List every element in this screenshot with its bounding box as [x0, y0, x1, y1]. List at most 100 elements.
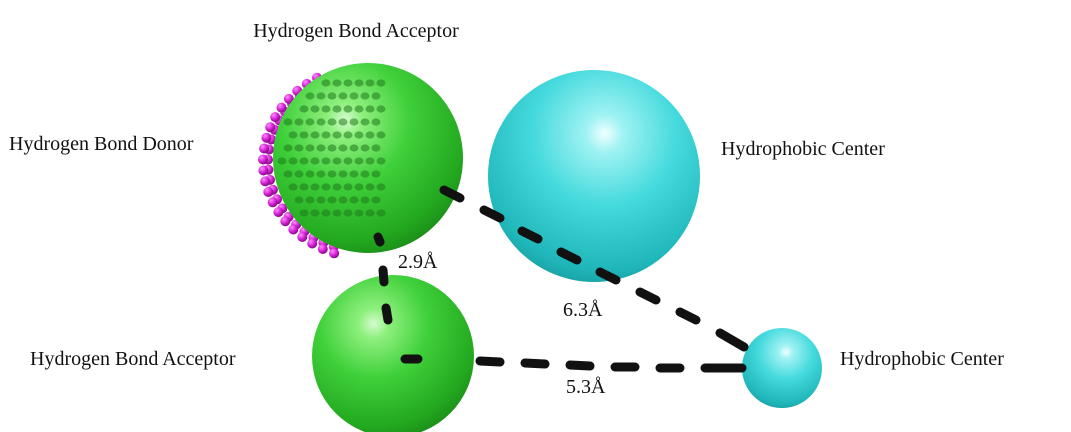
donor-dot — [297, 232, 308, 242]
acceptor-surface-dot — [365, 131, 375, 139]
label-hydrophobic-small: Hydrophobic Center — [840, 348, 1004, 370]
donor-dot — [263, 187, 274, 197]
acceptor-surface-dot — [349, 92, 359, 100]
donor-dot — [261, 132, 272, 143]
acceptor-surface-dot — [349, 144, 359, 152]
acceptor-surface-dot — [288, 157, 298, 165]
label-hydrophobic-large: Hydrophobic Center — [721, 138, 885, 160]
acceptor-surface-dot — [360, 92, 370, 100]
distance-label-6-3: 6.3Å — [563, 299, 603, 321]
label-acceptor-bottom: Hydrogen Bond Acceptor — [30, 348, 236, 370]
donor-dot — [273, 207, 284, 218]
acceptor-surface-dot — [332, 157, 342, 165]
label-acceptor-top: Hydrogen Bond Acceptor — [253, 20, 459, 42]
acceptor-surface-dot — [371, 92, 381, 100]
donor-dot — [259, 143, 270, 154]
acceptor-surface-dot — [332, 183, 342, 191]
acceptor-surface-dot — [310, 209, 320, 217]
acceptor-surface-dot — [376, 157, 386, 165]
acceptor-surface-dot — [288, 183, 298, 191]
acceptor-surface-dot — [349, 170, 359, 178]
donor-dot — [276, 102, 287, 113]
donor-dot — [260, 176, 271, 187]
acceptor-surface-dot — [365, 79, 375, 87]
acceptor-surface-dot — [371, 170, 381, 178]
donor-dot — [288, 224, 299, 235]
acceptor-surface-dot — [343, 79, 353, 87]
acceptor-surface-dot — [321, 79, 331, 87]
acceptor-surface-dot — [310, 105, 320, 113]
label-donor: Hydrogen Bond Donor — [9, 133, 194, 155]
distance-label-2-9: 2.9Å — [398, 251, 438, 273]
acceptor-surface-dot — [321, 209, 331, 217]
acceptor-surface-dot — [343, 105, 353, 113]
acceptor-surface-dot — [332, 131, 342, 139]
acceptor-surface-dot — [305, 170, 315, 178]
acceptor-surface-dot — [305, 144, 315, 152]
acceptor-surface-dot — [294, 196, 304, 204]
acceptor-surface-dot — [327, 92, 337, 100]
distance-line-bottom-acceptor-hydrophobic — [400, 354, 747, 373]
acceptor-surface-dot — [343, 131, 353, 139]
acceptor-surface-dot — [349, 196, 359, 204]
acceptor-surface-dot — [349, 118, 359, 126]
acceptor-surface-dot — [305, 118, 315, 126]
acceptor-surface-dot — [365, 183, 375, 191]
acceptor-surface-dot — [310, 157, 320, 165]
acceptor-surface-dot — [365, 157, 375, 165]
acceptor-surface-dots — [277, 79, 386, 217]
donor-dot — [265, 122, 276, 133]
acceptor-surface-dot — [283, 144, 293, 152]
acceptor-surface-dot — [338, 118, 348, 126]
acceptor-surface-dot — [316, 170, 326, 178]
acceptor-surface-dot — [310, 183, 320, 191]
donor-dot — [283, 93, 294, 104]
acceptor-surface-dot — [327, 118, 337, 126]
acceptor-surface-dot — [376, 105, 386, 113]
acceptor-surface-dot — [294, 118, 304, 126]
acceptor-surface-dot — [354, 131, 364, 139]
acceptor-surface-dot — [321, 105, 331, 113]
acceptor-surface-dot — [305, 92, 315, 100]
acceptor-surface-dot — [299, 105, 309, 113]
acceptor-surface-dot — [354, 157, 364, 165]
acceptor-surface-dot — [338, 144, 348, 152]
acceptor-surface-dot — [376, 131, 386, 139]
acceptor-surface-dot — [343, 157, 353, 165]
donor-dot — [258, 154, 268, 165]
acceptor-surface-dot — [360, 170, 370, 178]
acceptor-surface-dot — [321, 183, 331, 191]
hydrophobic-sphere-small — [742, 328, 822, 408]
acceptor-surface-dot — [294, 144, 304, 152]
acceptor-surface-dot — [316, 118, 326, 126]
acceptor-surface-dot — [277, 157, 287, 165]
acceptor-surface-dot — [310, 131, 320, 139]
acceptor-surface-dot — [371, 144, 381, 152]
distance-label-5-3: 5.3Å — [566, 376, 606, 398]
acceptor-surface-dot — [332, 79, 342, 87]
acceptor-surface-dot — [338, 92, 348, 100]
acceptor-surface-dot — [354, 183, 364, 191]
hydrophobic-sphere-large — [488, 70, 700, 282]
acceptor-surface-dot — [321, 157, 331, 165]
donor-dot — [329, 248, 340, 259]
donor-dot — [270, 112, 281, 123]
acceptor-surface-dot — [316, 144, 326, 152]
acceptor-surface-dot — [338, 170, 348, 178]
acceptor-surface-dot — [305, 196, 315, 204]
acceptor-surface-dot — [294, 170, 304, 178]
acceptor-surface-dot — [283, 118, 293, 126]
acceptor-surface-dot — [316, 92, 326, 100]
acceptor-surface-dot — [376, 79, 386, 87]
acceptor-surface-dot — [332, 105, 342, 113]
donor-dot — [258, 165, 269, 176]
acceptor-surface-dot — [321, 131, 331, 139]
acceptor-surface-dot — [354, 209, 364, 217]
acceptor-surface-dot — [360, 196, 370, 204]
acceptor-surface-dot — [371, 118, 381, 126]
distance-line-acceptors — [373, 232, 393, 325]
acceptor-surface-dot — [365, 105, 375, 113]
distance-line-acceptor-hydrophobic — [439, 185, 749, 352]
acceptor-surface-dot — [299, 183, 309, 191]
